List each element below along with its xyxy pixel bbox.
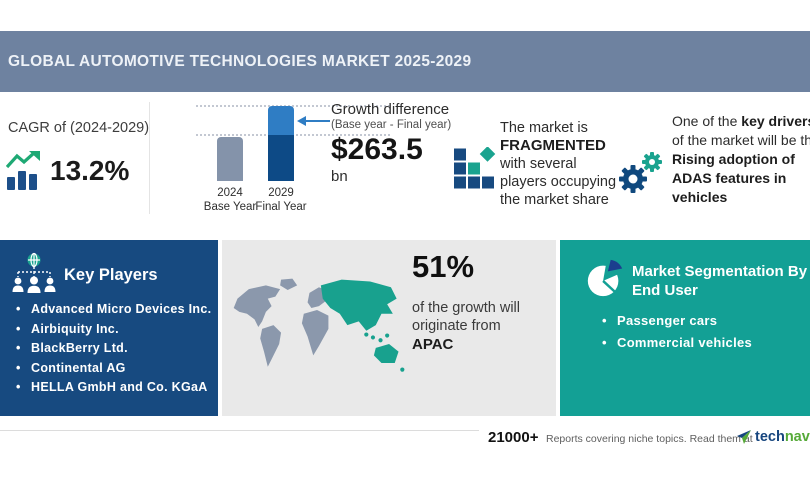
segment-item: Commercial vehicles [600, 332, 752, 354]
squares-and-diamond-icon [454, 147, 496, 189]
footer-divider [0, 430, 479, 431]
driver-highlight: ADAS features in [672, 170, 787, 186]
key-player-item: BlackBerry Ltd. [14, 339, 211, 359]
bar-2029-base-segment [268, 135, 294, 181]
world-map [233, 278, 405, 372]
callout-subtitle: (Base year - Final year) [331, 119, 452, 131]
key-player-item: Advanced Micro Devices Inc. [14, 300, 211, 320]
bar-label-2024: 2024 Base Year [202, 186, 258, 214]
bar-2029 [268, 106, 294, 181]
brand-tech: tech [755, 429, 785, 445]
gears-icon [619, 152, 662, 193]
segmentation-list: Passenger cars Commercial vehicles [600, 310, 752, 354]
technavio-arrow-icon [737, 430, 751, 444]
key-player-item: Continental AG [14, 359, 211, 379]
bar-chart-rising-arrow-icon [6, 151, 40, 190]
apac-line: of the growth will [412, 300, 520, 316]
bar-caption: Final Year [255, 201, 307, 213]
apac-region-label: APAC [412, 336, 454, 353]
footer-text: Reports covering niche topics. Read them… [546, 433, 753, 445]
frag-line: with several [500, 156, 577, 172]
key-player-item: HELLA GmbH and Co. KGaA [14, 378, 211, 398]
bar-2024 [217, 137, 243, 181]
growth-unit: bn [331, 168, 348, 185]
driver-line1-prefix: One of the [672, 113, 742, 129]
apac-growth-text: of the growth will originate from APAC [412, 300, 520, 354]
brand-navio: navio [784, 429, 810, 445]
segmentation-title: Market Segmentation By End User [632, 262, 807, 300]
brand-prefix: technavio [755, 428, 810, 446]
driver-line1: One of the key drivers [672, 112, 810, 131]
callout-title: Growth difference [331, 101, 450, 118]
cagr-label: CAGR of (2024-2029) [8, 120, 150, 136]
gridline-top [196, 105, 390, 107]
segmentation-title-line: Market Segmentation By [632, 263, 808, 280]
key-players-title: Key Players [64, 266, 158, 284]
callout-arrow-icon [297, 116, 306, 126]
region-growth-panel [222, 240, 556, 416]
growth-difference-callout: Growth difference (Base year - Final yea… [331, 101, 451, 185]
page-title: GLOBAL AUTOMOTIVE TECHNOLOGIES MARKET 20… [8, 53, 472, 70]
section-divider [149, 102, 150, 214]
market-structure-text: The market is FRAGMENTED with several pl… [500, 119, 616, 209]
frag-line: players occupying [500, 174, 617, 190]
bar-caption: Base Year [203, 201, 257, 213]
driver-highlight: Rising adoption of [672, 151, 795, 167]
report-count: 21000+ [488, 429, 539, 446]
frag-line: the market share [500, 192, 609, 208]
key-player-item: Airbiquity Inc. [14, 320, 211, 340]
frag-line: The market is [500, 120, 588, 136]
key-players-list: Advanced Micro Devices Inc. Airbiquity I… [14, 300, 211, 398]
segmentation-panel: Market Segmentation By End User Passenge… [560, 240, 810, 416]
cagr-value: 13.2% [50, 155, 130, 186]
driver-line2: of the market will be the [672, 132, 810, 148]
bar-2029-growth-segment [268, 106, 294, 135]
bar-year: 2029 [268, 187, 294, 199]
bar-label-2029: 2029 Final Year [253, 186, 309, 214]
apac-growth-value: 51% [412, 249, 475, 284]
key-driver-text: One of the key drivers of the market wil… [672, 112, 810, 207]
driver-highlight: vehicles [672, 189, 728, 205]
title-bar: GLOBAL AUTOMOTIVE TECHNOLOGIES MARKET 20… [0, 31, 810, 92]
growth-value: $263.5 [331, 133, 423, 166]
technavio-logo: technavio [736, 428, 810, 446]
frag-highlight: FRAGMENTED [500, 137, 606, 154]
segment-item: Passenger cars [600, 310, 752, 332]
segmentation-title-line: End User [632, 282, 698, 299]
callout-arrow-line [306, 120, 330, 122]
key-players-panel: Key Players Advanced Micro Devices Inc. … [0, 240, 218, 416]
apac-line: originate from [412, 317, 501, 334]
pie-chart-icon [587, 259, 623, 297]
people-network-globe-icon [12, 252, 56, 293]
bar-year: 2024 [217, 187, 243, 199]
driver-line1-bold: key drivers [741, 113, 810, 129]
